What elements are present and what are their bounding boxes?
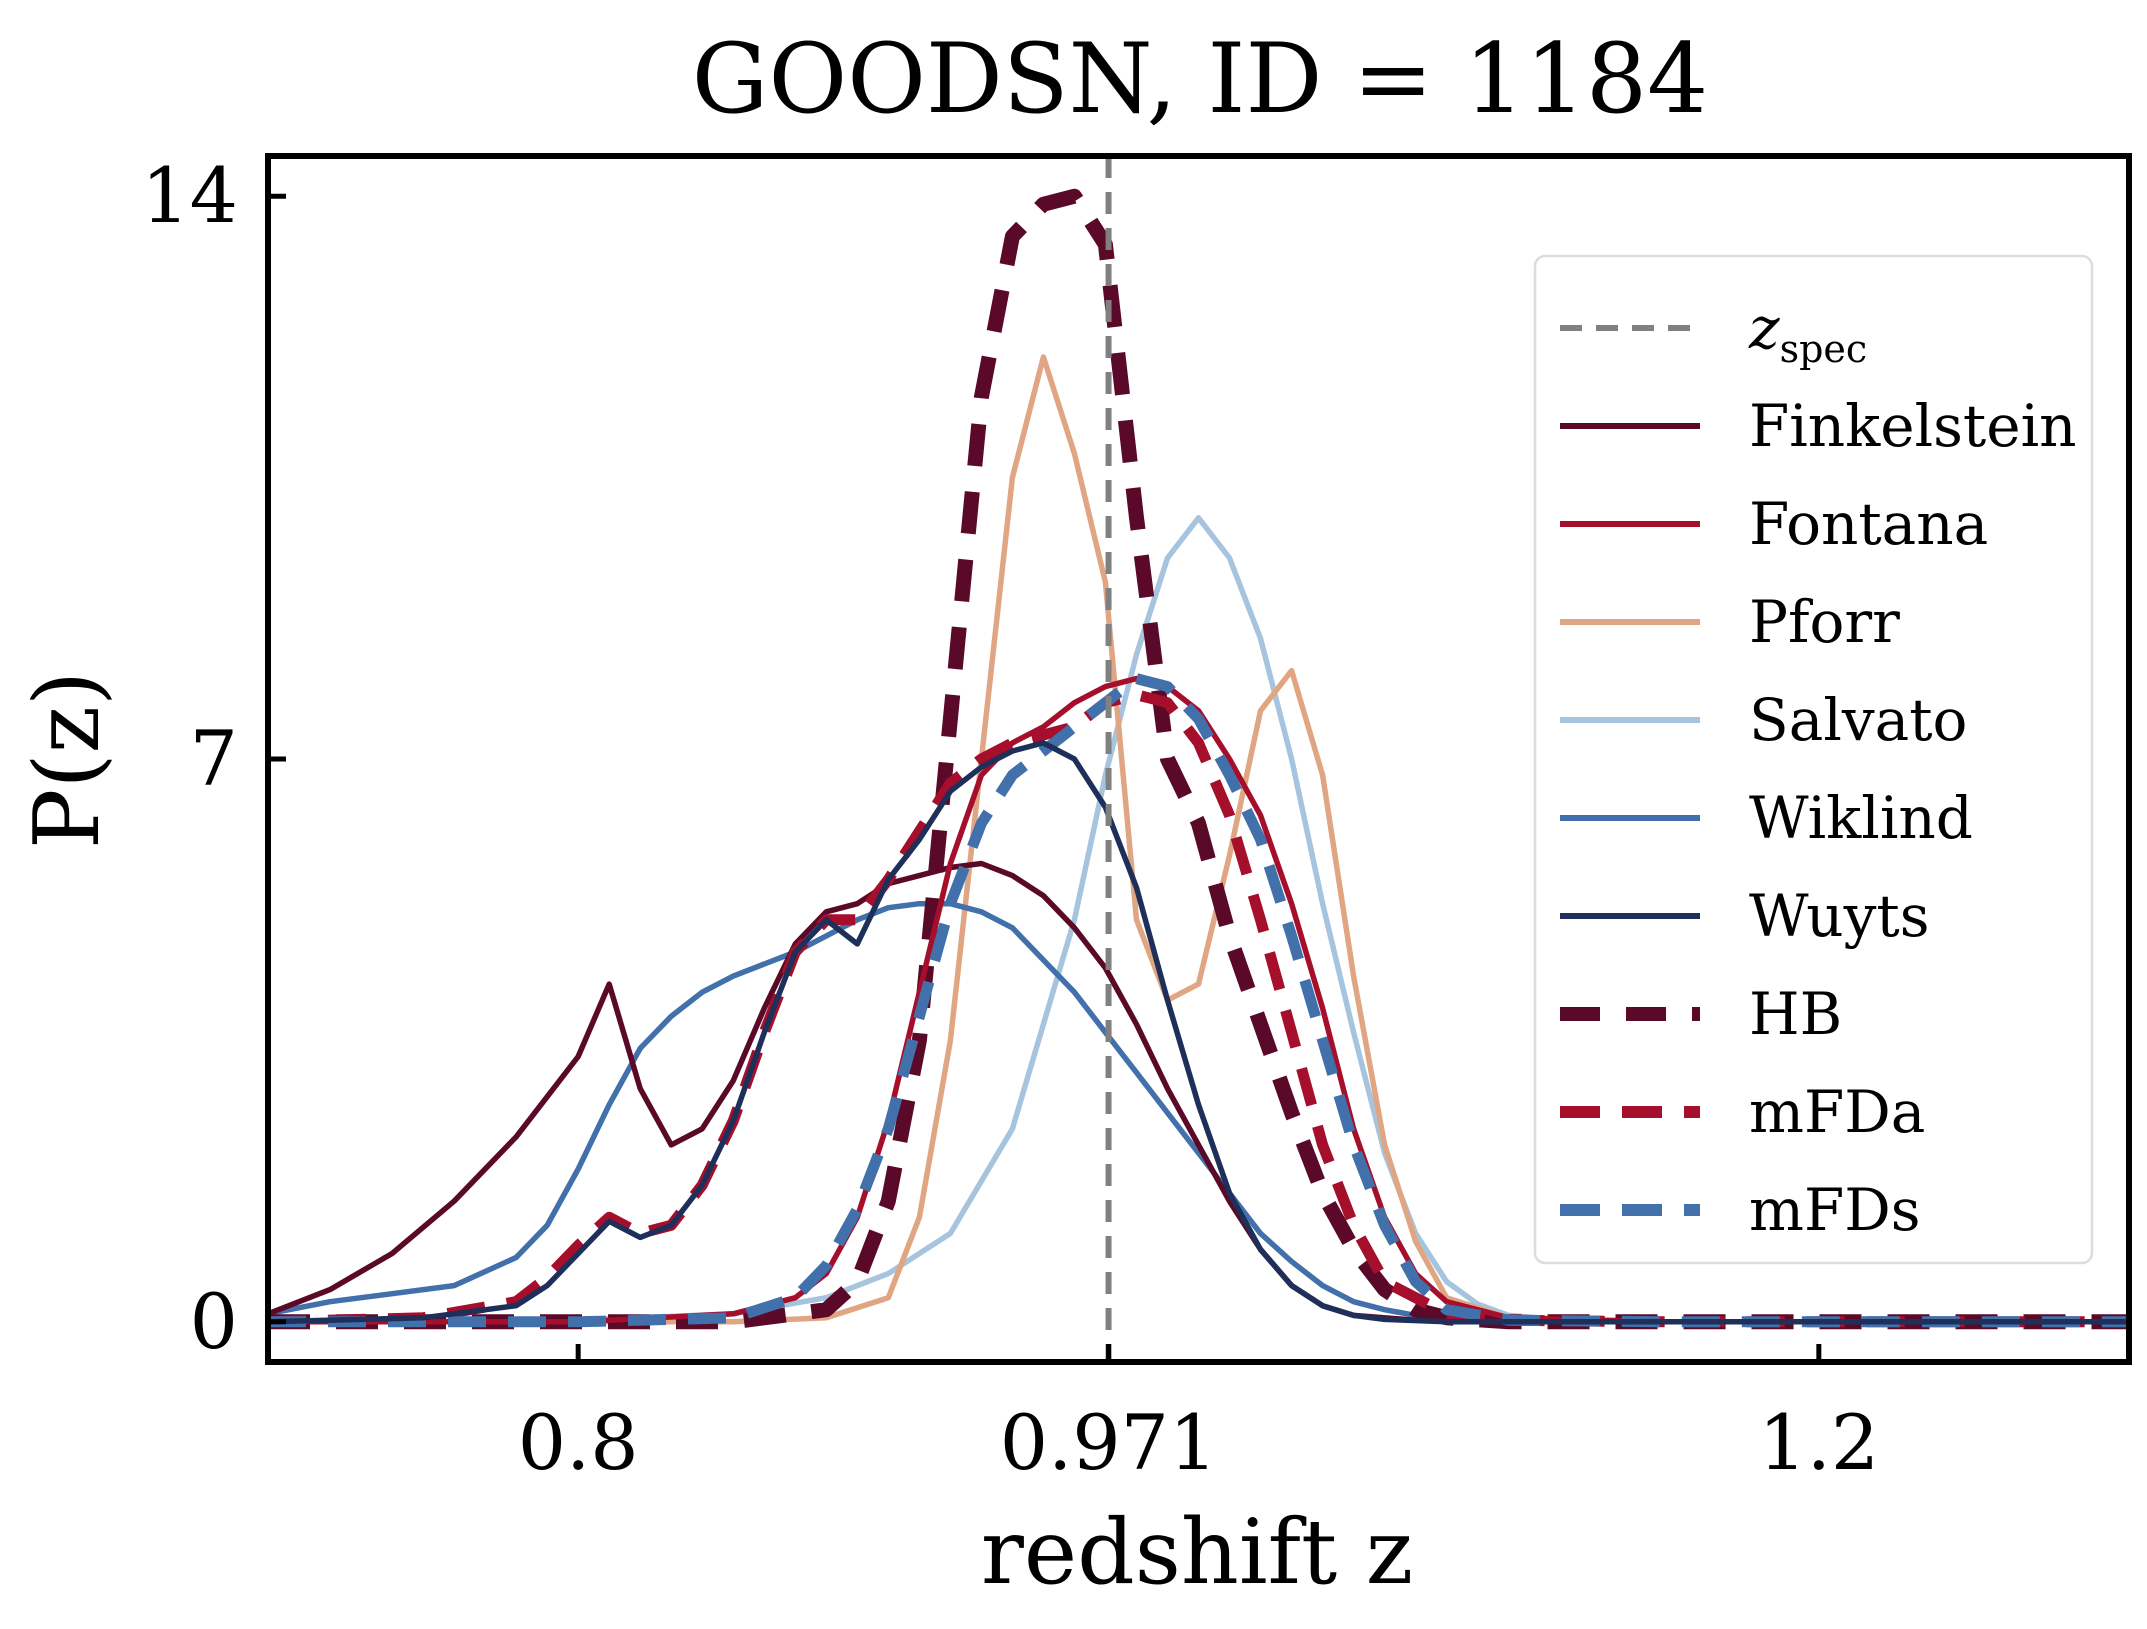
legend-label-salvato: Salvato xyxy=(1749,686,1967,754)
legend-label-zspec: zspec xyxy=(1748,294,1867,371)
x-tick-label: 1.2 xyxy=(1758,1398,1879,1487)
legend-entries: zspec Finkelstein Fontana Pforr Salvato Wikli… xyxy=(1560,294,2076,1244)
x-tick-label: 0.971 xyxy=(1000,1398,1218,1487)
chart-title: GOODSN, ID = 1184 xyxy=(692,23,1708,135)
y-axis-label: P(z) xyxy=(15,671,120,849)
x-tick-label: 0.8 xyxy=(518,1398,639,1487)
legend-label-finkelstein: Finkelstein xyxy=(1749,392,2076,460)
series-line-mfds xyxy=(268,673,2129,1328)
legend-label-mfds: mFDs xyxy=(1749,1176,1921,1244)
legend-label-fontana: Fontana xyxy=(1749,490,1988,558)
y-tick-label: 0 xyxy=(190,1277,238,1366)
y-tick-label: 7 xyxy=(190,714,238,803)
ticks-layer: 0.8 0.971 1.2 0 7 14 xyxy=(141,151,1879,1487)
legend-label-wuyts: Wuyts xyxy=(1749,882,1929,950)
legend: zspec Finkelstein Fontana Pforr Salvato Wikli… xyxy=(1533,254,2094,1265)
x-axis-label: redshift z xyxy=(981,1500,1413,1605)
series-line-wiklind xyxy=(268,900,2129,1325)
legend-box xyxy=(1533,254,2094,1265)
series-layer xyxy=(268,188,2129,1330)
y-tick-label: 14 xyxy=(141,151,238,240)
legend-label-pforr: Pforr xyxy=(1749,588,1900,656)
series-line-hb xyxy=(268,188,2129,1330)
legend-label-hb: HB xyxy=(1749,980,1842,1048)
series-line-wuyts xyxy=(268,740,2129,1325)
series-line-mfda xyxy=(268,689,2129,1328)
legend-label-mfda: mFDa xyxy=(1749,1078,1925,1146)
legend-label-wiklind: Wiklind xyxy=(1749,784,1973,852)
